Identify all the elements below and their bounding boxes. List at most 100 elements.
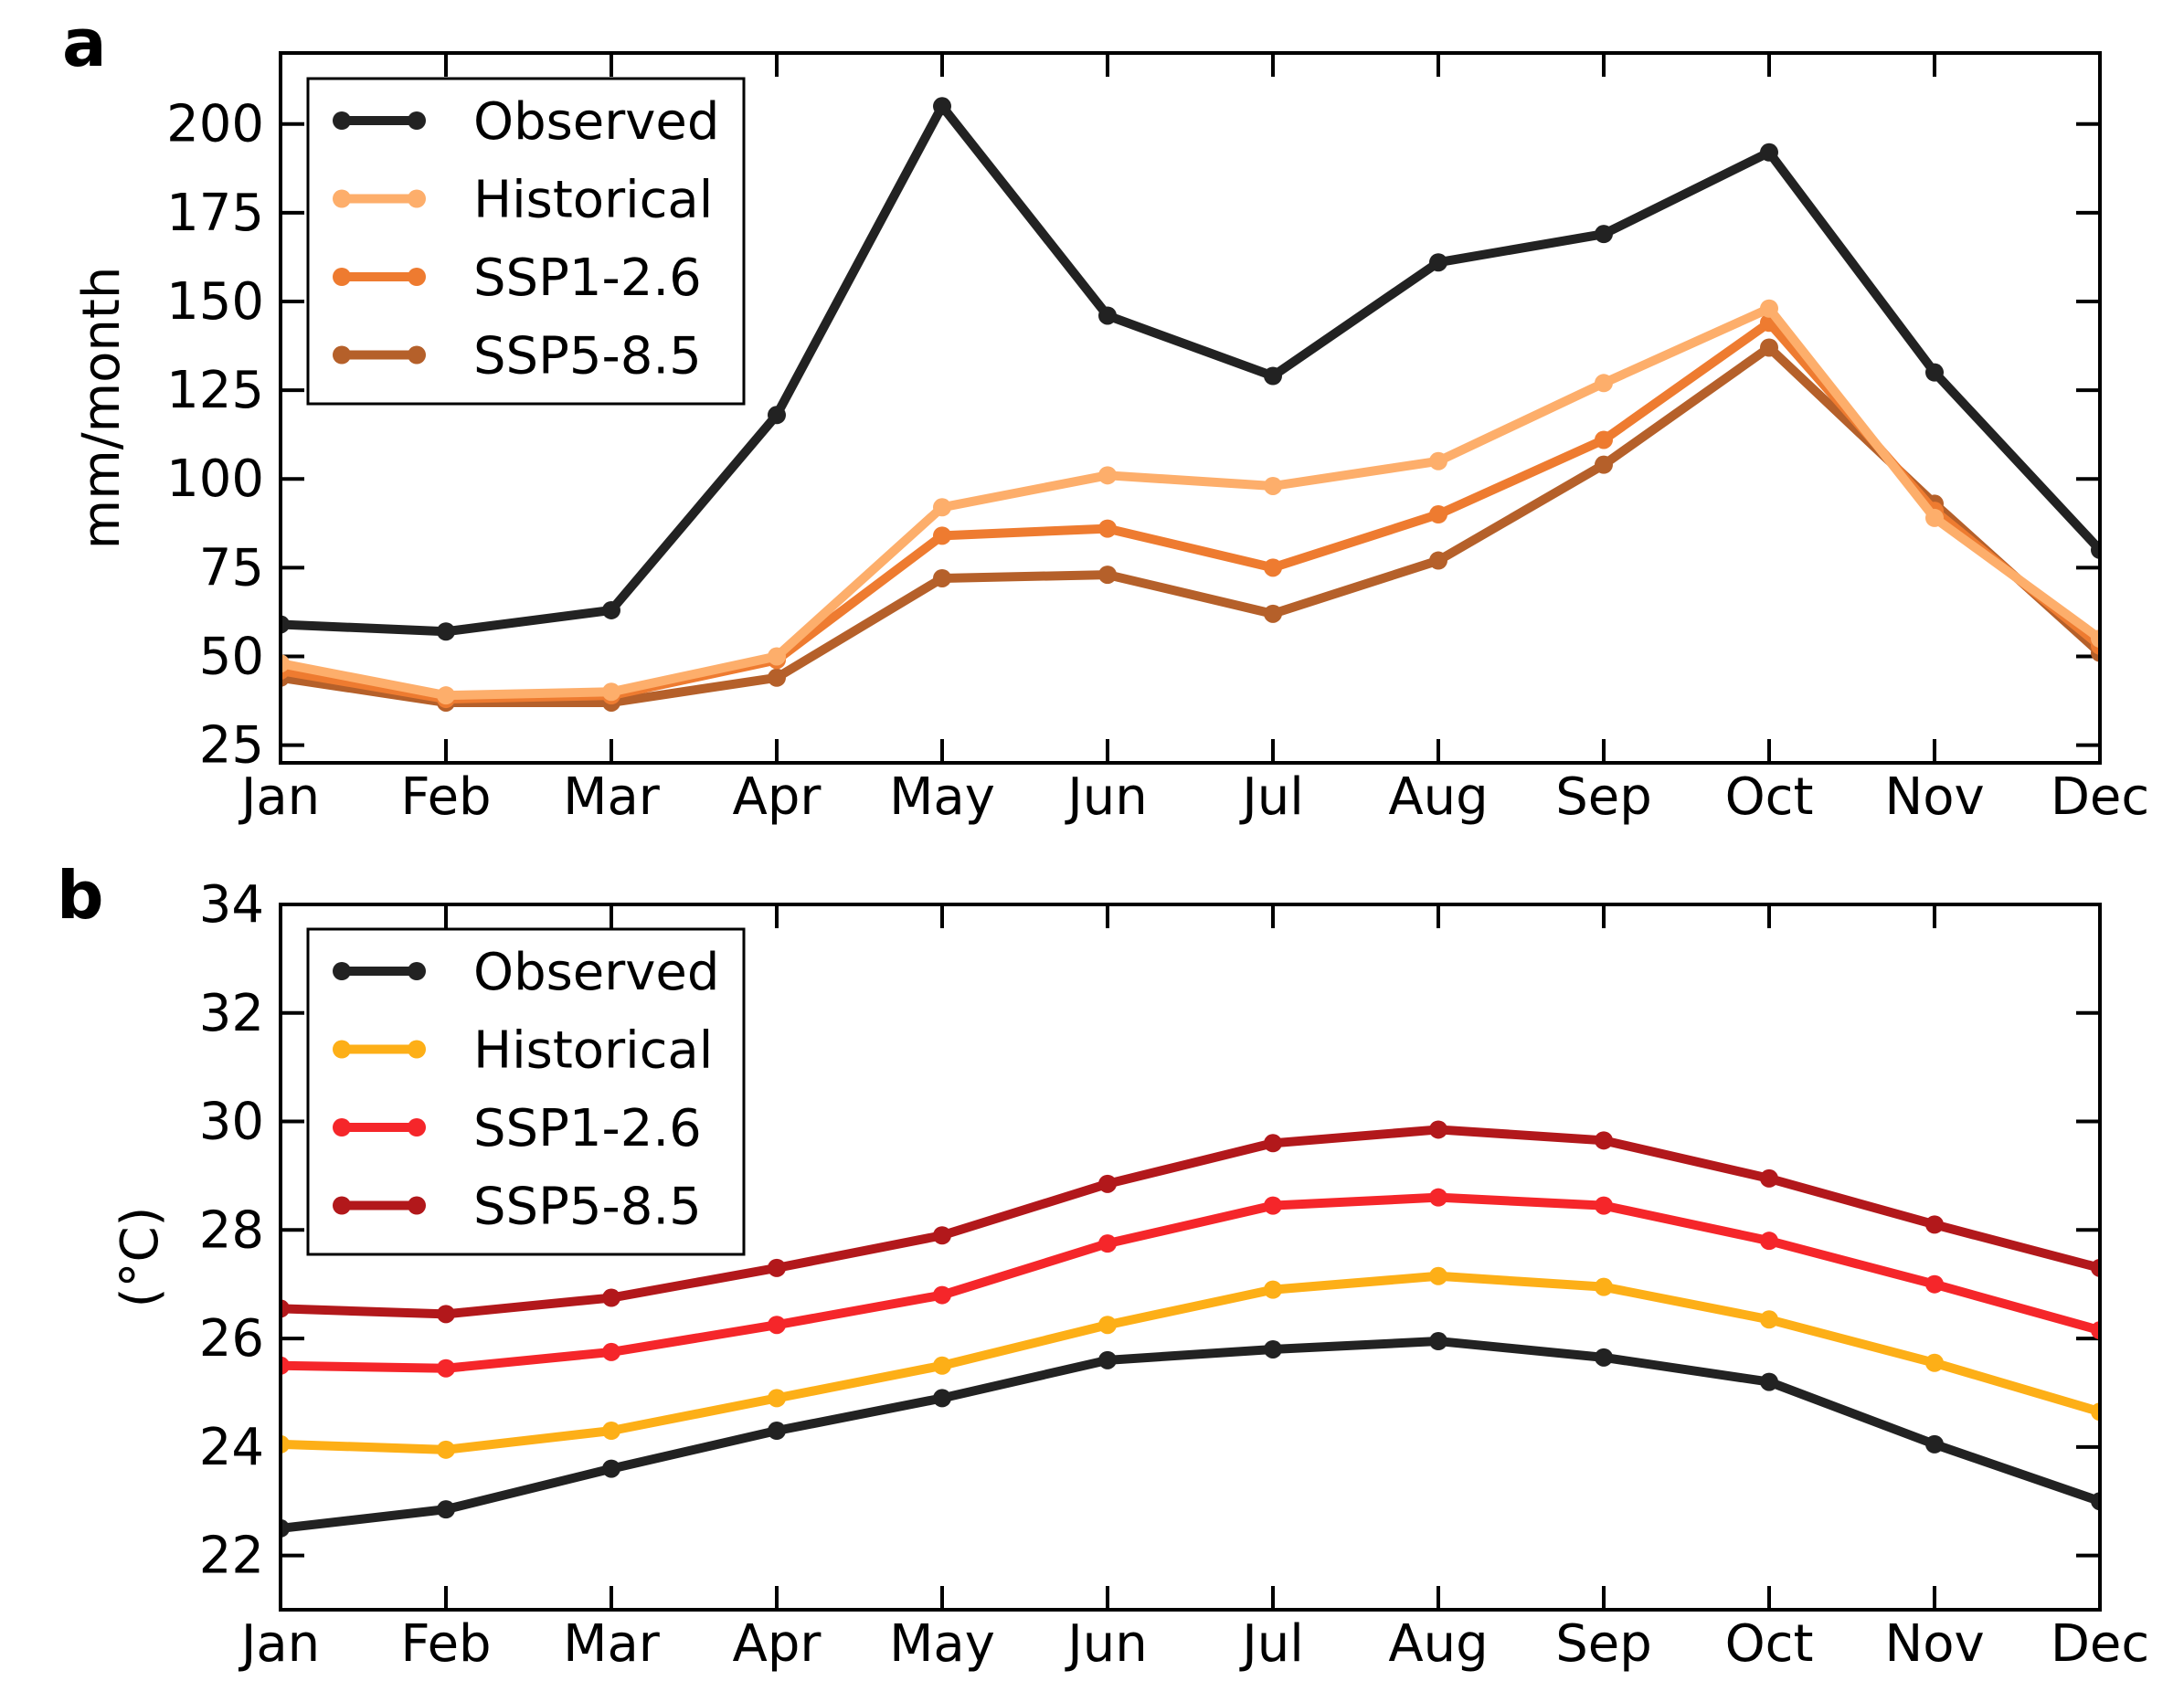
- data-point: [437, 686, 455, 705]
- data-point: [1595, 430, 1613, 449]
- y-tick-label: 22: [199, 1527, 264, 1586]
- x-tick-label: Jul: [1239, 767, 1304, 827]
- x-tick-label: Feb: [400, 1614, 491, 1674]
- data-point: [768, 1422, 786, 1441]
- data-point: [768, 406, 786, 425]
- data-point: [1595, 1196, 1613, 1215]
- data-point: [1925, 363, 1944, 382]
- data-point: [1760, 1372, 1778, 1391]
- legend-marker: [408, 111, 426, 130]
- x-tick-label: Dec: [2051, 1614, 2149, 1674]
- x-tick-label: May: [889, 1614, 995, 1674]
- x-tick-label: Apr: [733, 767, 822, 827]
- data-point: [1098, 1174, 1117, 1193]
- data-point: [281, 654, 290, 673]
- data-point: [1264, 604, 1282, 623]
- y-tick-label: 75: [199, 538, 264, 597]
- series-line-observed: [281, 1337, 2100, 1533]
- data-point: [1595, 455, 1613, 474]
- legend-marker: [333, 111, 351, 130]
- data-point: [281, 1434, 290, 1454]
- data-point: [768, 668, 786, 687]
- data-point: [1098, 519, 1117, 538]
- x-tick-label: Jan: [239, 767, 320, 827]
- x-tick-label: Aug: [1388, 1614, 1488, 1674]
- legend: Observed Historical SSP1-2.6 SSP5-8.5: [306, 77, 746, 406]
- y-tick-label: 32: [199, 984, 264, 1043]
- data-point: [1098, 1350, 1117, 1369]
- data-point: [1925, 1434, 1944, 1454]
- data-point: [602, 682, 620, 702]
- legend-marker: [333, 1196, 351, 1215]
- data-point: [602, 1288, 620, 1307]
- legend-marker: [408, 1196, 426, 1215]
- data-point: [1925, 1215, 1944, 1234]
- data-point: [2091, 1321, 2100, 1340]
- data-point: [1925, 1274, 1944, 1294]
- data-point: [1429, 451, 1447, 470]
- y-axis-label: (°C): [111, 1207, 170, 1308]
- data-point: [281, 615, 290, 634]
- legend-marker: [333, 1118, 351, 1137]
- data-point: [1264, 1196, 1282, 1215]
- data-point: [437, 1305, 455, 1324]
- data-point: [1429, 1188, 1447, 1207]
- data-point: [768, 1389, 786, 1408]
- x-tick-label: Sep: [1555, 1614, 1652, 1674]
- legend-box: [306, 927, 746, 1256]
- data-point: [1429, 1332, 1447, 1351]
- x-tick-label: Jul: [1239, 1614, 1304, 1674]
- y-tick-label: 150: [166, 272, 264, 332]
- data-point: [1760, 1232, 1778, 1251]
- data-point: [437, 1440, 455, 1459]
- legend-box: [306, 77, 746, 406]
- data-point: [933, 1389, 951, 1408]
- y-axis-label: mm/month: [72, 267, 132, 550]
- data-point: [2091, 540, 2100, 559]
- data-point: [281, 1356, 290, 1375]
- data-point: [933, 1356, 951, 1375]
- x-tick-label: Jan: [239, 1614, 320, 1674]
- data-point: [1595, 1348, 1613, 1367]
- data-point: [281, 1518, 290, 1538]
- data-point: [1098, 1316, 1117, 1335]
- x-tick-label: May: [889, 767, 995, 827]
- data-point: [1098, 1234, 1117, 1253]
- y-tick-label: 175: [166, 184, 264, 243]
- data-point: [437, 1359, 455, 1378]
- data-point: [2091, 1258, 2100, 1277]
- y-tick-label: 30: [199, 1093, 264, 1152]
- legend-label: Observed: [473, 92, 719, 152]
- data-point: [602, 600, 620, 619]
- legend-label: Historical: [473, 1021, 713, 1081]
- data-point: [2091, 1492, 2100, 1511]
- data-point: [1760, 1310, 1778, 1329]
- axes-frame: [279, 903, 2102, 1612]
- legend-marker: [408, 189, 426, 208]
- x-tick-label: Apr: [733, 1614, 822, 1674]
- data-point: [768, 1258, 786, 1277]
- y-tick-label: 24: [199, 1418, 264, 1477]
- data-point: [768, 647, 786, 666]
- legend-marker: [333, 268, 351, 286]
- data-point: [1098, 566, 1117, 585]
- series-line-ssp5-8.5: [281, 343, 2100, 707]
- x-tick-label: Dec: [2051, 767, 2149, 827]
- x-tick-label: Oct: [1725, 767, 1814, 827]
- data-point: [933, 1285, 951, 1305]
- series-group: [281, 1120, 2100, 1538]
- legend-label: SSP1-2.6: [473, 248, 702, 308]
- series-group: [281, 97, 2100, 712]
- data-point: [1429, 551, 1447, 570]
- data-point: [1264, 558, 1282, 577]
- data-point: [602, 1342, 620, 1361]
- data-point: [768, 1316, 786, 1335]
- legend-label: SSP5-8.5: [473, 1178, 702, 1237]
- panel-a: a 25 50 75 100 125 150 175 200 Jan Feb Mar Apr May Jun…: [62, 5, 2149, 827]
- data-point: [1595, 1277, 1613, 1296]
- axes-frame: [279, 51, 2102, 765]
- data-point: [1760, 143, 1778, 162]
- data-point: [1595, 1131, 1613, 1150]
- y-tick-label: 25: [199, 716, 264, 776]
